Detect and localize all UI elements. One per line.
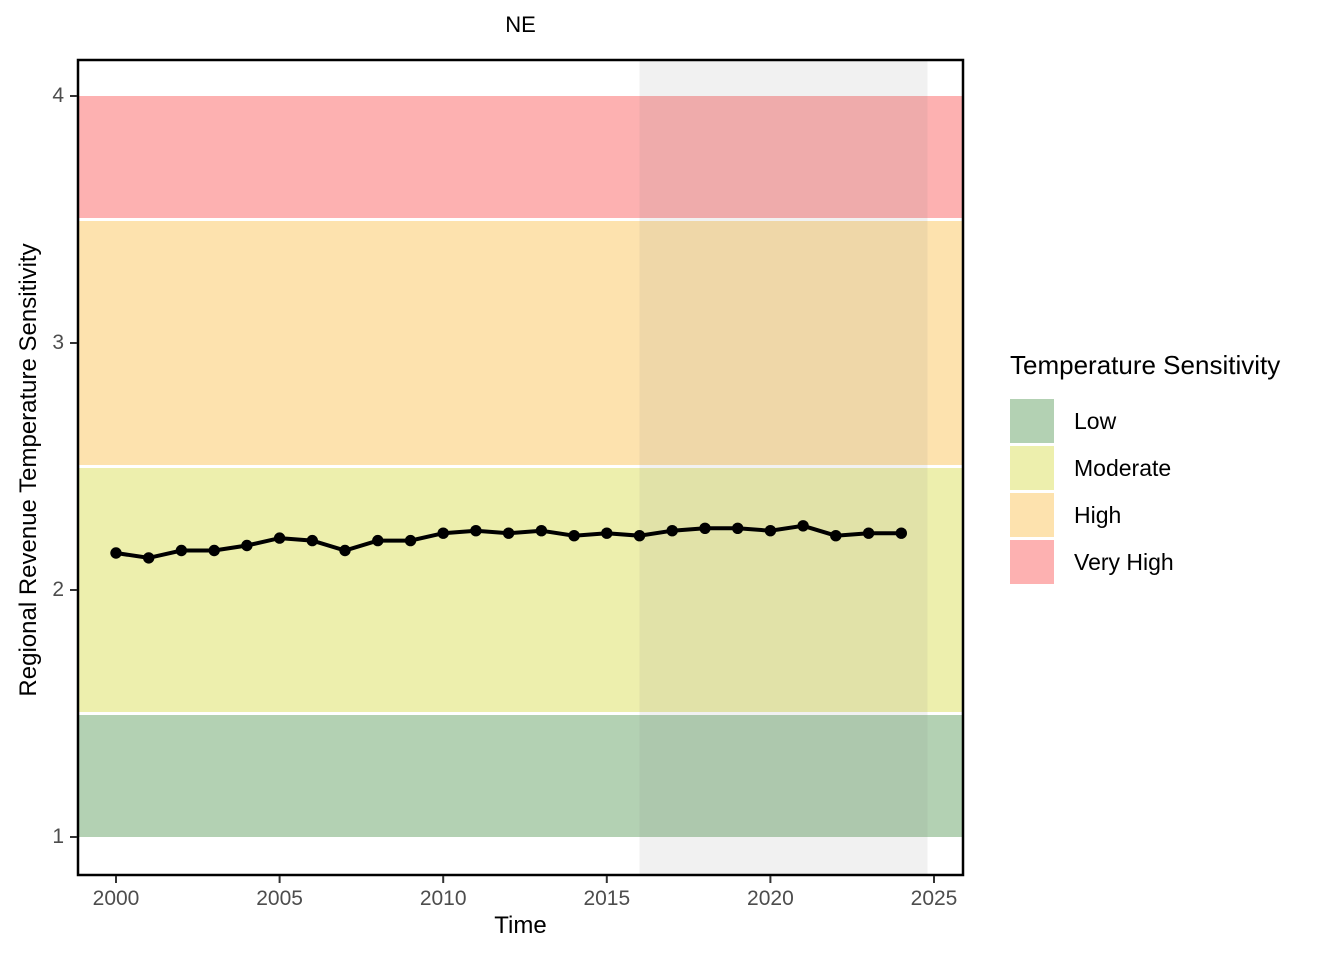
legend-entry: Moderate xyxy=(1010,446,1344,490)
band-very-high xyxy=(78,96,963,220)
legend-entry: High xyxy=(1010,493,1344,537)
data-point xyxy=(175,544,188,557)
legend-entry: Low xyxy=(1010,399,1344,443)
legend-entries: Low Moderate High Very High xyxy=(1002,399,1344,584)
data-point xyxy=(339,544,351,557)
x-tick-label: 2010 xyxy=(419,887,467,910)
data-point xyxy=(208,544,220,557)
data-point xyxy=(372,534,384,547)
x-tick-label: 2005 xyxy=(256,887,303,910)
data-point xyxy=(797,520,809,532)
data-point xyxy=(535,525,548,537)
band-moderate xyxy=(78,466,963,714)
y-axis-title: Regional Revenue Temperature Sensitivity xyxy=(15,243,42,697)
x-tick-label: 2025 xyxy=(910,887,958,910)
data-point xyxy=(306,534,318,547)
y-tick-label: 4 xyxy=(52,84,64,107)
data-point xyxy=(862,527,875,539)
panel-border xyxy=(76,58,965,877)
legend-label: Low xyxy=(1074,407,1117,434)
legend-label: Moderate xyxy=(1074,454,1172,481)
x-tick-label: 2020 xyxy=(747,887,794,910)
data-point xyxy=(601,527,613,539)
x-tick-label: 2000 xyxy=(92,887,140,910)
data-point xyxy=(437,527,449,539)
x-tick-label: 2015 xyxy=(583,887,631,910)
band-separator xyxy=(78,712,963,715)
data-point xyxy=(633,530,646,542)
band-low xyxy=(78,713,963,837)
legend-swatch xyxy=(1010,446,1054,490)
data-point xyxy=(110,547,122,559)
data-point xyxy=(502,527,515,539)
y-tick-label: 2 xyxy=(52,578,64,601)
legend-entry: Very High xyxy=(1010,540,1344,584)
data-point xyxy=(699,522,711,534)
data-point xyxy=(830,530,842,542)
data-point xyxy=(764,525,777,537)
data-point xyxy=(241,539,253,552)
x-axis-title: Time xyxy=(494,912,547,939)
data-point xyxy=(732,522,744,534)
band-separator xyxy=(78,218,963,221)
legend-title: Temperature Sensitivity xyxy=(1010,350,1281,380)
legend-swatch xyxy=(1010,540,1054,584)
legend-label: High xyxy=(1074,501,1122,528)
legend: Temperature Sensitivity Low Moderate High V… xyxy=(1002,350,1344,587)
plot-title: NE xyxy=(505,12,536,37)
legend-label: Very High xyxy=(1074,548,1174,575)
data-point xyxy=(895,527,907,539)
band-separator xyxy=(78,465,963,468)
data-point xyxy=(666,525,678,537)
band-high xyxy=(78,219,963,467)
legend-swatch xyxy=(1010,399,1054,443)
data-point xyxy=(143,552,155,564)
data-point xyxy=(470,525,482,537)
y-tick-label: 3 xyxy=(52,331,64,354)
data-point xyxy=(568,530,580,542)
forecast-region xyxy=(639,60,928,875)
legend-swatch xyxy=(1010,493,1054,537)
data-point xyxy=(273,532,286,544)
y-tick-label: 1 xyxy=(52,825,64,848)
data-point xyxy=(404,534,417,547)
